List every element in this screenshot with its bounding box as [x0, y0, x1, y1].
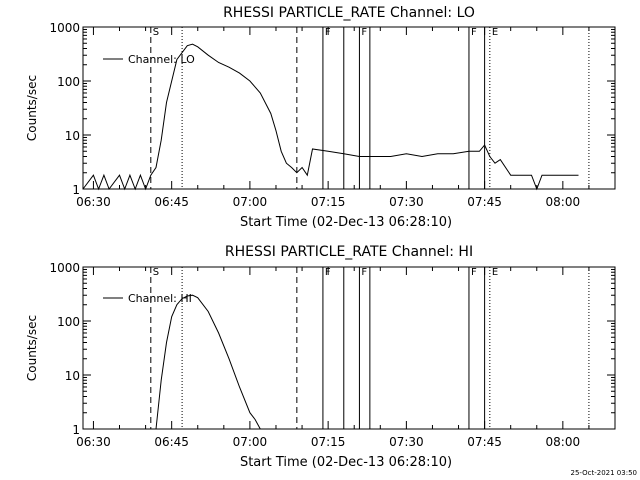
series-line [155, 294, 261, 430]
y-tick-label: 100 [57, 75, 80, 89]
flag-label: F [325, 27, 331, 38]
flag-label: E [492, 27, 498, 38]
flag-label: F [325, 267, 331, 278]
x-tick-label: 07:00 [233, 195, 268, 209]
y-tick-label: 10 [65, 129, 80, 143]
y-axis-label: Counts/sec [25, 315, 39, 381]
legend: Channel: LO [103, 53, 195, 66]
x-tick-label: 07:30 [389, 195, 424, 209]
x-tick-label: 07:15 [311, 195, 346, 209]
y-axis-label: Counts/sec [25, 75, 39, 141]
x-tick-label: 06:45 [154, 435, 189, 449]
x-tick-label: 07:45 [467, 435, 502, 449]
series-line [82, 43, 579, 191]
panel-hi: RHESSI PARTICLE_RATE Channel: HI Counts/… [25, 244, 616, 470]
y-tick-label: 1000 [49, 261, 80, 275]
legend-label: Channel: LO [128, 53, 195, 66]
y-tick-label: 1 [72, 423, 80, 437]
x-tick-label: 07:30 [389, 435, 424, 449]
y-tick-label: 100 [57, 315, 80, 329]
plot-frame [82, 26, 616, 190]
flag-label: S [153, 27, 159, 38]
flag-label: F [471, 27, 477, 38]
y-tick-label: 1 [72, 183, 80, 197]
chart-title: RHESSI PARTICLE_RATE Channel: HI [225, 244, 473, 260]
flag-label: F [361, 27, 367, 38]
x-axis-label: Start Time (02-Dec-13 06:28:10) [240, 455, 452, 470]
flag-label: F [361, 267, 367, 278]
x-tick-label: 07:00 [233, 435, 268, 449]
x-axis-label: Start Time (02-Dec-13 06:28:10) [240, 215, 452, 230]
chart-title: RHESSI PARTICLE_RATE Channel: LO [223, 5, 475, 21]
x-tick-label: 07:15 [311, 435, 346, 449]
y-tick-label: 1000 [49, 21, 80, 35]
legend-label: Channel: HI [128, 292, 192, 305]
y-tick-label: 10 [65, 369, 80, 383]
panel-lo: RHESSI PARTICLE_RATE Channel: LO Counts/… [25, 5, 616, 230]
plot-frame [82, 266, 616, 430]
x-tick-label: 06:30 [76, 195, 111, 209]
timestamp: 25-Oct-2021 03:50 [571, 469, 637, 477]
legend: Channel: HI [103, 292, 192, 305]
flag-label: F [471, 267, 477, 278]
x-tick-label: 08:00 [546, 435, 581, 449]
flag-label: E [492, 267, 498, 278]
x-tick-label: 07:45 [467, 195, 502, 209]
x-tick-label: 06:30 [76, 435, 111, 449]
flag-label: S [153, 267, 159, 278]
x-tick-label: 08:00 [546, 195, 581, 209]
x-tick-label: 06:45 [154, 195, 189, 209]
